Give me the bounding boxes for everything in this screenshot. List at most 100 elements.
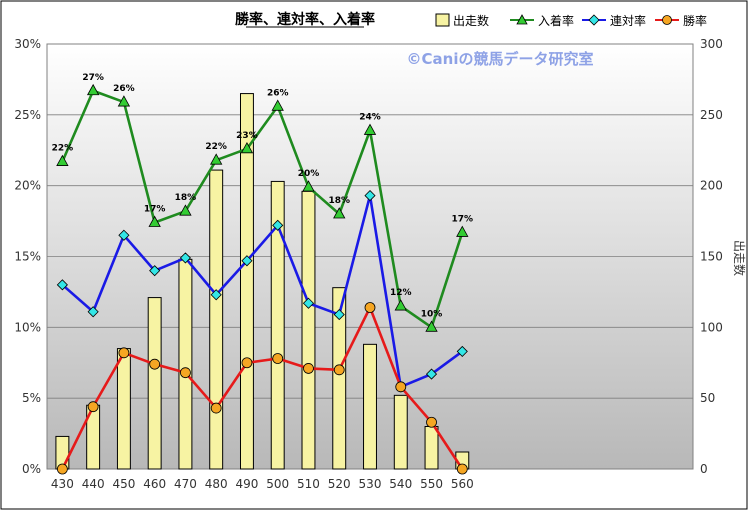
- line-series-layer: [56, 83, 469, 475]
- right-axis-title: 出走数: [732, 240, 747, 276]
- legend-label-place: 入着率: [538, 13, 574, 28]
- data-label-place: 10%: [421, 309, 443, 319]
- bar-runs: [239, 93, 254, 470]
- bar-runs: [301, 190, 316, 470]
- y-left-tick-label: 15%: [14, 250, 41, 264]
- marker-win: [56, 463, 68, 475]
- marker-win: [456, 463, 468, 475]
- marker-top2: [56, 279, 68, 291]
- y-right-tick-label: 250: [700, 108, 723, 122]
- data-label-place: 27%: [82, 73, 104, 83]
- marker-win: [333, 364, 345, 376]
- series-line-1: [61, 194, 464, 389]
- legend-marker-top2: [588, 14, 600, 26]
- bar-runs: [363, 343, 377, 470]
- x-tick-label: 540: [389, 477, 412, 491]
- data-label-place: 18%: [175, 193, 197, 203]
- legend-swatch-runs: [435, 13, 450, 27]
- y-right-tick-label: 100: [700, 320, 723, 334]
- marker-place: [210, 153, 223, 165]
- marker-place: [148, 215, 161, 227]
- data-label-place: 20%: [298, 169, 320, 179]
- marker-place: [240, 142, 254, 154]
- marker-win: [303, 363, 314, 374]
- legend-marker-win: [662, 15, 672, 25]
- x-tick-label: 460: [143, 477, 166, 491]
- data-label-place: 22%: [205, 142, 227, 152]
- marker-win: [364, 302, 376, 313]
- marker-place: [394, 299, 407, 311]
- y-right-tick-label: 0: [700, 462, 708, 476]
- bar-runs: [147, 297, 162, 470]
- marker-top2: [241, 255, 253, 267]
- marker-top2: [87, 306, 99, 318]
- bar-runs: [393, 394, 408, 470]
- marker-place: [425, 320, 438, 332]
- marker-win: [210, 402, 222, 414]
- y-right-tick-label: 50: [700, 391, 715, 405]
- data-label-place: 26%: [113, 84, 135, 94]
- marker-top2: [149, 265, 161, 277]
- x-tick-label: 450: [112, 477, 135, 491]
- bar-runs: [209, 169, 224, 470]
- marker-win: [241, 357, 253, 369]
- x-tick-label: 560: [451, 477, 474, 491]
- y-right-tick-label: 200: [700, 179, 723, 193]
- marker-place: [302, 180, 315, 192]
- legend-marker-place: [516, 14, 528, 25]
- bar-runs: [424, 426, 439, 470]
- x-tick-label: 530: [359, 477, 382, 491]
- y-left-tick-label: 5%: [22, 391, 41, 405]
- bar-runs: [116, 348, 131, 470]
- x-tick-label: 520: [328, 477, 351, 491]
- x-tick-label: 550: [420, 477, 443, 491]
- marker-win: [149, 358, 161, 370]
- y-right-tick-label: 150: [700, 250, 723, 264]
- data-label-place: 26%: [267, 88, 289, 98]
- x-tick-label: 510: [297, 477, 320, 491]
- marker-win: [426, 416, 437, 428]
- x-tick-label: 500: [266, 477, 289, 491]
- y-right-tick-label: 300: [700, 37, 723, 51]
- y-left-tick-label: 0%: [22, 462, 41, 476]
- series-line-2: [61, 306, 464, 470]
- y-left-tick-label: 10%: [14, 320, 41, 334]
- bar-series-runs: [55, 93, 470, 470]
- marker-win: [180, 367, 191, 379]
- marker-win: [272, 353, 284, 364]
- marker-place: [56, 154, 69, 166]
- x-tick-label: 430: [51, 477, 74, 491]
- bar-runs: [332, 287, 347, 470]
- watermark-text: ©Caniの競馬データ研究室: [407, 50, 594, 68]
- marker-place: [363, 123, 377, 135]
- legend-label-runs: 出走数: [453, 13, 489, 28]
- marker-top2: [333, 309, 345, 321]
- y-left-tick-label: 25%: [14, 108, 41, 122]
- x-tick-label: 490: [235, 477, 258, 491]
- marker-top2: [272, 219, 284, 231]
- y-left-tick-label: 30%: [14, 37, 41, 51]
- marker-top2: [456, 345, 468, 357]
- data-label-place: 18%: [328, 196, 350, 206]
- chart-title: 勝率、連対率、入着率: [235, 11, 375, 28]
- marker-win: [87, 401, 99, 413]
- marker-place: [271, 99, 284, 111]
- marker-place: [117, 95, 131, 107]
- marker-place: [86, 83, 100, 96]
- legend-label-top2: 連対率: [610, 13, 646, 28]
- marker-win: [395, 381, 407, 393]
- bar-runs: [270, 180, 285, 470]
- marker-top2: [118, 229, 130, 241]
- y-left-tick-label: 20%: [14, 179, 41, 193]
- marker-place: [333, 207, 346, 219]
- data-label-place: 17%: [144, 205, 166, 215]
- marker-top2: [302, 297, 315, 309]
- series-line-0: [61, 89, 464, 329]
- marker-top2: [364, 190, 376, 202]
- data-label-layer: 22% 27% 26% 17% 18% 22% 23% 26% 20% 18% 24% 12% 10% 1…: [52, 73, 473, 320]
- x-tick-label: 480: [205, 477, 228, 491]
- marker-top2: [425, 368, 438, 380]
- marker-top2: [210, 289, 222, 301]
